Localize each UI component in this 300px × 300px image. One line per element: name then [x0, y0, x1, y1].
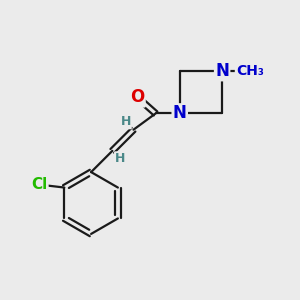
Text: H: H — [120, 115, 131, 128]
Text: H: H — [115, 152, 125, 165]
Text: CH₃: CH₃ — [236, 64, 264, 78]
Text: N: N — [173, 104, 187, 122]
Text: Cl: Cl — [31, 177, 47, 192]
Text: N: N — [215, 62, 229, 80]
Text: O: O — [130, 88, 145, 106]
